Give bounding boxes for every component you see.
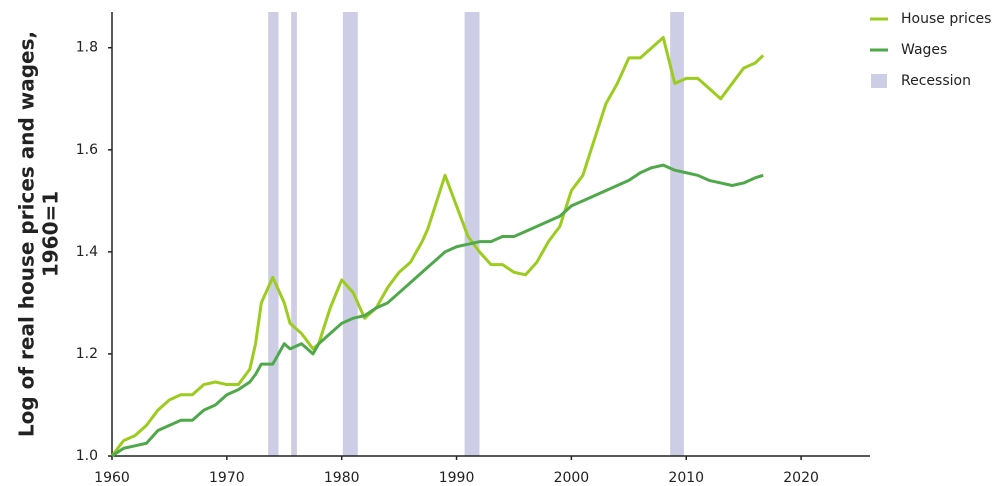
- y-tick-label: 1.4: [76, 244, 98, 260]
- x-tick-label: 1960: [94, 470, 130, 486]
- recession-band: [670, 12, 684, 456]
- line-series: [110, 36, 765, 457]
- legend-label: Wages: [901, 42, 947, 58]
- x-tick-label: 2020: [783, 470, 819, 486]
- x-tick-label: 1970: [209, 470, 245, 486]
- y-tick-label: 1.8: [76, 40, 98, 56]
- recession-band: [464, 12, 480, 456]
- legend-label: House prices: [901, 11, 991, 27]
- y-axis-label: Log of real house prices and wages,: [15, 31, 39, 437]
- recession-band: [291, 12, 297, 456]
- y-axis-label: 1960=1: [39, 191, 63, 277]
- x-tick-label: 2010: [668, 470, 704, 486]
- y-tick-label: 1.2: [76, 346, 98, 362]
- recession-band: [342, 12, 358, 456]
- legend-key: [871, 74, 887, 88]
- y-tick-label: 1.0: [76, 448, 98, 464]
- legend-label: Recession: [901, 73, 971, 89]
- recession-band: [268, 12, 279, 456]
- y-tick-label: 1.6: [76, 142, 98, 158]
- line-series: [111, 163, 764, 458]
- x-tick-label: 2000: [554, 470, 590, 486]
- x-tick-label: 1990: [439, 470, 475, 486]
- x-tick-label: 1980: [324, 470, 360, 486]
